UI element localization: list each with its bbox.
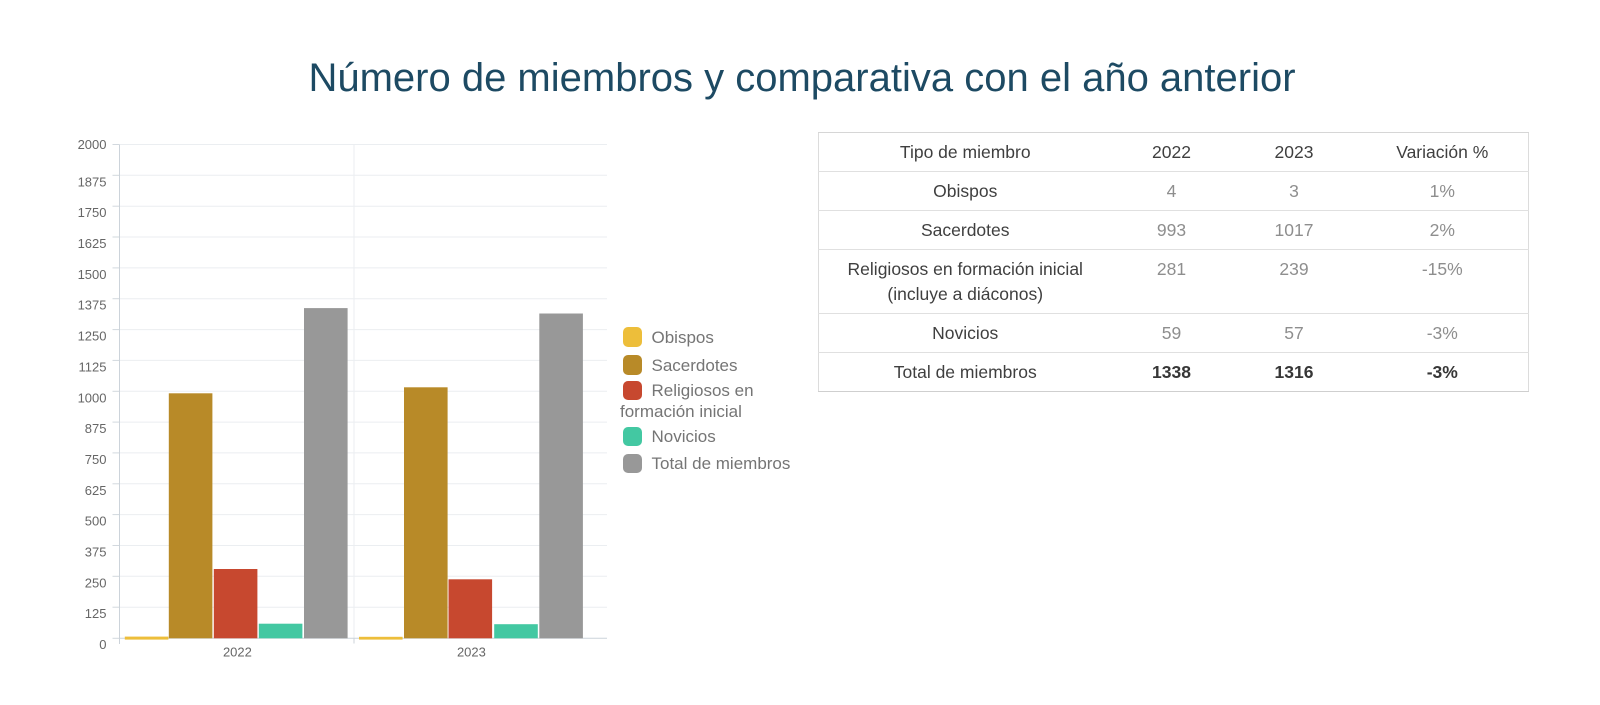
- svg-text:1000: 1000: [78, 390, 107, 405]
- svg-text:1750: 1750: [78, 205, 107, 220]
- svg-text:2023: 2023: [457, 645, 486, 660]
- svg-text:2000: 2000: [78, 137, 107, 152]
- svg-text:1250: 1250: [78, 329, 107, 344]
- svg-text:875: 875: [85, 421, 107, 436]
- svg-text:750: 750: [85, 452, 107, 467]
- svg-text:500: 500: [85, 514, 107, 529]
- svg-text:625: 625: [85, 483, 107, 498]
- svg-text:0: 0: [99, 637, 106, 652]
- svg-text:1875: 1875: [78, 174, 107, 189]
- svg-text:2022: 2022: [223, 645, 252, 660]
- svg-text:250: 250: [85, 575, 107, 590]
- svg-text:125: 125: [85, 606, 107, 621]
- svg-text:375: 375: [85, 545, 107, 560]
- svg-text:1500: 1500: [78, 267, 107, 282]
- svg-text:1125: 1125: [79, 359, 107, 374]
- svg-text:1625: 1625: [78, 236, 107, 251]
- svg-text:1375: 1375: [78, 298, 107, 313]
